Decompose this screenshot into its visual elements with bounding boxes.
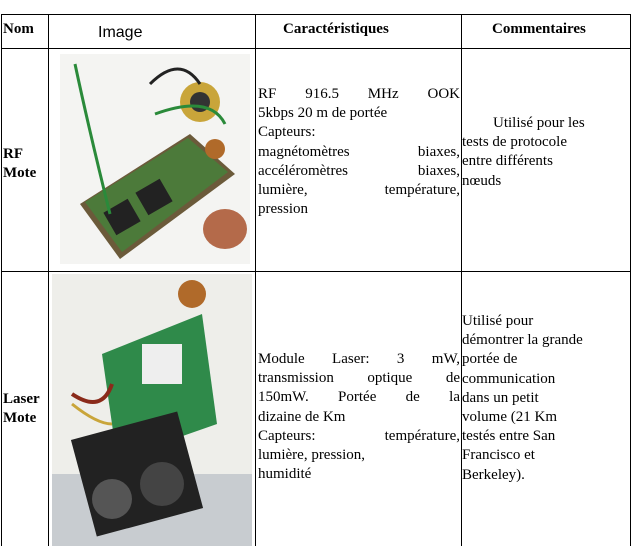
text-line: démontrer la grande: [462, 332, 583, 349]
rule: [1, 14, 631, 15]
text-line: communication: [462, 370, 556, 387]
header-cell: Commentaires: [492, 21, 586, 37]
text-line: pression: [258, 201, 308, 218]
cell-characteristics: RF 916.5 MHz OOK 5kbps 20 m de portée Capt…: [258, 85, 460, 219]
text-line: nœuds: [462, 172, 502, 189]
text-line: Utilisé pour les: [493, 115, 585, 131]
text-line: Capteurs: température,: [258, 427, 460, 444]
rule: [1, 14, 2, 546]
rule: [630, 14, 631, 546]
text-line: portée de: [462, 351, 518, 368]
text-line: Module Laser: 3 mW,: [258, 351, 460, 367]
text-line: magnétomètres biaxes,: [258, 143, 460, 160]
rule: [48, 14, 49, 546]
text-line: accéléromètres biaxes,: [258, 162, 460, 179]
photo-rf-mote: [60, 54, 250, 264]
cell-comments: Utilisé pour les tests de protocole entre …: [462, 114, 628, 191]
text-line: transmission optique de: [258, 370, 460, 387]
cell-characteristics: Module Laser: 3 mW, transmission optique …: [258, 350, 460, 484]
rule: [1, 271, 631, 272]
header-cell: Image: [98, 24, 143, 41]
rule: [255, 14, 256, 546]
header-cell: Caractéristiques: [283, 21, 389, 37]
text-line: Francisco et: [462, 447, 535, 464]
text-line: Berkeley).: [462, 466, 525, 483]
text-line: testés entre San: [462, 428, 556, 445]
text-line: entre différents: [462, 153, 553, 170]
photo-laser-mote: [52, 274, 252, 546]
text-line: dizaine de Km: [258, 408, 346, 425]
rule: [461, 14, 462, 546]
row-name: RF Mote: [3, 146, 37, 181]
header-cell: Nom: [3, 21, 34, 37]
text-line: 5kbps 20 m de portée: [258, 105, 388, 122]
text-line: lumière, pression,: [258, 447, 366, 464]
text-line: 150mW. Portée de la: [258, 389, 460, 406]
rule: [1, 48, 631, 49]
text-line: Capteurs:: [258, 124, 316, 141]
text-line: tests de protocole: [462, 134, 567, 151]
text-line: dans un petit: [462, 389, 539, 406]
text-line: RF 916.5 MHz OOK: [258, 86, 460, 102]
text-line: humidité: [258, 466, 312, 483]
cell-comments: Utilisé pour démontrer la grande portée de…: [462, 312, 628, 485]
text-line: Utilisé pour: [462, 313, 534, 329]
text-line: lumière, température,: [258, 182, 460, 199]
row-name: Laser Mote: [3, 391, 40, 426]
text-line: volume (21 Km: [462, 409, 557, 426]
